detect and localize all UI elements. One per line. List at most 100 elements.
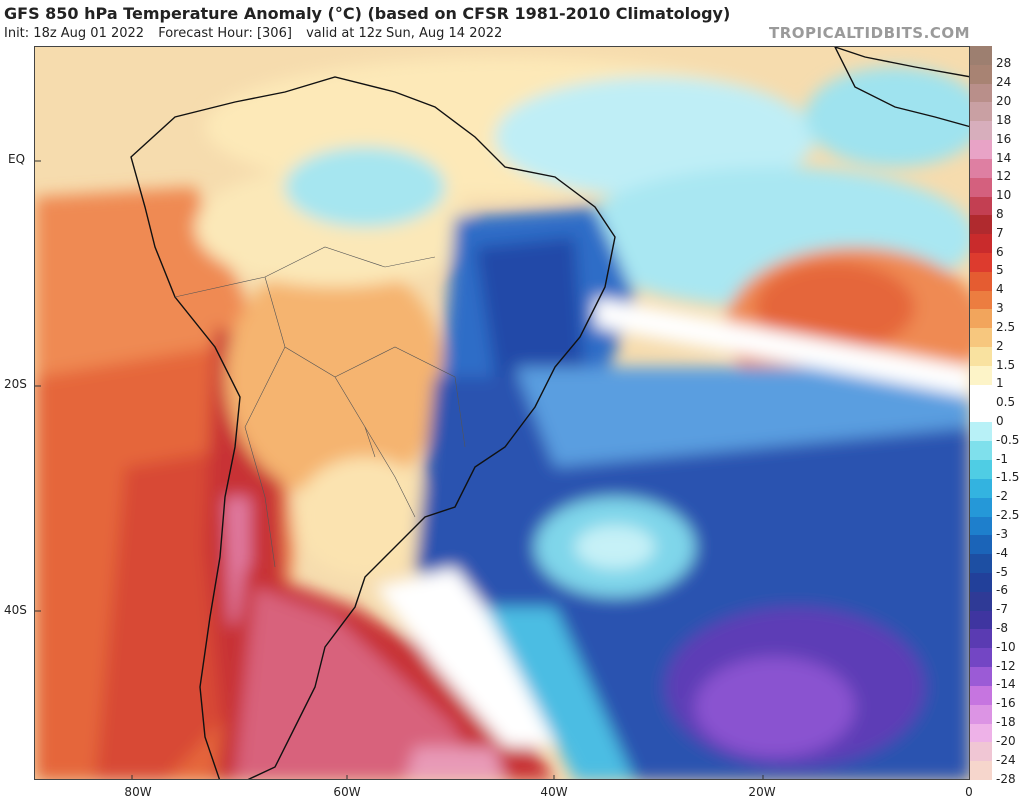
colorbar-cell: [970, 422, 992, 442]
colorbar-cell: [970, 290, 992, 310]
colorbar-label: 4: [996, 282, 1004, 297]
colorbar-label: -24: [996, 752, 1016, 767]
colorbar-cell: [970, 535, 992, 555]
colorbar-label: 28: [996, 56, 1012, 71]
colorbar-cell: [970, 158, 992, 179]
colorbar-label: 12: [996, 169, 1012, 184]
colorbar-label: -7: [996, 602, 1008, 617]
colorbar-cell: [970, 365, 992, 386]
colorbar-cell: [970, 46, 992, 66]
graticule-ticks: [35, 160, 764, 779]
colorbar-cell: [970, 516, 992, 536]
colorbar-label: 2: [996, 338, 1004, 353]
colorbar-label: 0: [996, 414, 1004, 428]
colorbar-label: -20: [996, 733, 1016, 748]
map-title: GFS 850 hPa Temperature Anomaly (°C) (ba…: [4, 4, 731, 23]
colorbar-cell: [970, 441, 992, 461]
colorbar-label: 3: [996, 301, 1004, 316]
forecast-hour: Forecast Hour: [306]: [158, 26, 292, 41]
borders: [174, 246, 466, 568]
colorbar-label: -12: [996, 658, 1016, 673]
africa-coast: [834, 47, 969, 128]
colorbar-cell: [970, 215, 992, 235]
map-subtitle: Init: 18z Aug 01 2022 Forecast Hour: [30…: [4, 26, 512, 41]
anomaly-field: [35, 57, 969, 779]
colorbar-cell: [970, 629, 992, 649]
colorbar-cell: [970, 121, 992, 141]
lon-label-60w: 60W: [333, 785, 361, 799]
coastlines: [130, 47, 969, 779]
colorbar-cell: [970, 347, 992, 367]
map-canvas: [35, 47, 969, 779]
colorbar-label: -5: [996, 564, 1008, 579]
colorbar-label: 1: [996, 376, 1004, 391]
colorbar-cell: [970, 234, 992, 254]
colorbar-label: -3: [996, 526, 1008, 541]
colorbar-cell: [970, 309, 992, 329]
lon-label-80w: 80W: [124, 785, 152, 799]
colorbar-label: 2.5: [996, 319, 1016, 334]
colorbar-label: -1.5: [996, 470, 1020, 485]
colorbar-cell: [970, 610, 992, 630]
valid-time: valid at 12z Sun, Aug 14 2022: [306, 26, 503, 41]
colorbar-label: -8: [996, 621, 1008, 636]
colorbar-cell: [970, 328, 992, 348]
colorbar-cell: [970, 384, 992, 405]
colorbar-label: 0.5: [996, 395, 1016, 410]
colorbar-label: 20: [996, 94, 1012, 109]
colorbar-cell: [970, 196, 992, 216]
colorbar-label: -0.5: [996, 432, 1020, 447]
colorbar-cell: [970, 761, 992, 781]
colorbar-cell: [970, 403, 992, 423]
colorbar-label: 16: [996, 131, 1012, 146]
colorbar-cell: [970, 591, 992, 612]
colorbar-cell: [970, 572, 992, 593]
colorbar-label: -28: [996, 771, 1016, 786]
colorbar-label: -4: [996, 545, 1008, 560]
colorbar-cell: [970, 554, 992, 574]
colorbar-label: -10: [996, 639, 1016, 654]
colorbar-cell: [970, 102, 992, 122]
colorbar-label: 10: [996, 188, 1012, 203]
init-time: Init: 18z Aug 01 2022: [4, 26, 145, 41]
colorbar-label: 5: [996, 263, 1004, 278]
lon-label-0: 0: [965, 785, 973, 799]
colorbar-label: -16: [996, 696, 1016, 711]
colorbar-cell: [970, 497, 992, 517]
colorbar-label: -2.5: [996, 508, 1020, 523]
colorbar-cell: [970, 177, 992, 198]
colorbar-cell: [970, 460, 992, 480]
colorbar-cell: [970, 83, 992, 103]
colorbar-cell: [970, 742, 992, 762]
colorbar-cell: [970, 253, 992, 273]
lat-label-eq: EQ: [8, 152, 26, 166]
colorbar-cell: [970, 723, 992, 743]
colorbar-cell: [970, 271, 992, 292]
lon-label-20w: 20W: [748, 785, 776, 799]
colorbar-label: -1: [996, 451, 1008, 466]
colorbar-label: 1.5: [996, 357, 1016, 372]
colorbar-label: 24: [996, 75, 1012, 90]
colorbar-cell: [970, 648, 992, 668]
south-america-coast: [130, 76, 616, 779]
colorbar-cell: [970, 478, 992, 499]
site-watermark: TROPICALTIDBITS.COM: [769, 24, 970, 42]
colorbar-label: 8: [996, 206, 1004, 221]
colorbar-label: -2: [996, 489, 1008, 504]
lat-label-20s: 20S: [4, 377, 27, 391]
colorbar-label: 6: [996, 244, 1004, 259]
colorbar-label: 18: [996, 112, 1012, 127]
colorbar: [970, 46, 992, 781]
colorbar-cell: [970, 704, 992, 725]
colorbar-label: -14: [996, 677, 1016, 692]
colorbar-cell: [970, 667, 992, 687]
lon-label-40w: 40W: [540, 785, 568, 799]
colorbar-cell: [970, 140, 992, 160]
colorbar-cell: [970, 64, 992, 85]
anomaly-map: [34, 46, 970, 780]
colorbar-label: -18: [996, 715, 1016, 730]
colorbar-cell: [970, 685, 992, 706]
colorbar-label: 14: [996, 150, 1012, 165]
lat-label-40s: 40S: [4, 603, 27, 617]
colorbar-label: -6: [996, 583, 1008, 598]
